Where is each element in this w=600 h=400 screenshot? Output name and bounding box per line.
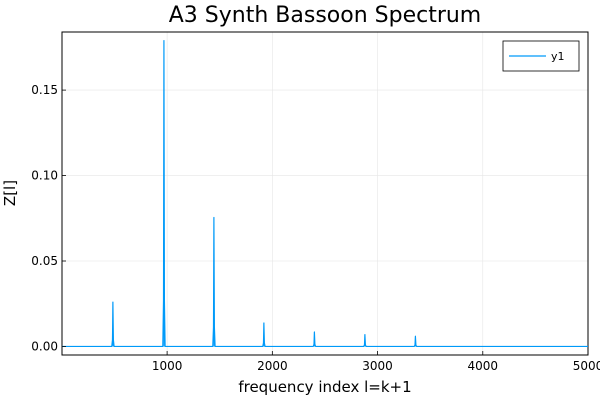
y-tick-label: 0.10 xyxy=(31,169,58,183)
y-tick-label: 0.00 xyxy=(31,339,58,353)
legend: y1 xyxy=(502,40,580,72)
x-tick-label: 1000 xyxy=(152,359,183,373)
chart-title: A3 Synth Bassoon Spectrum xyxy=(169,3,482,28)
x-tick-label: 3000 xyxy=(362,359,393,373)
x-tick-label: 4000 xyxy=(468,359,499,373)
grid xyxy=(62,32,589,355)
legend-label-y1: y1 xyxy=(551,50,565,63)
plot-frame xyxy=(61,31,589,356)
series-layer xyxy=(62,39,588,348)
y-axis-label: Z[l] xyxy=(1,180,19,206)
y-tick-label: 0.15 xyxy=(31,83,58,97)
ticks: 1000 2000 3000 4000 5000 0.00 0.05 0.10 0.15 xyxy=(31,83,600,373)
x-axis-label: frequency index l=k+1 xyxy=(238,378,411,396)
x-tick-label: 2000 xyxy=(257,359,288,373)
y-tick-label: 0.05 xyxy=(31,254,58,268)
series-line-y1 xyxy=(62,39,588,348)
x-tick-label: 5000 xyxy=(573,359,600,373)
